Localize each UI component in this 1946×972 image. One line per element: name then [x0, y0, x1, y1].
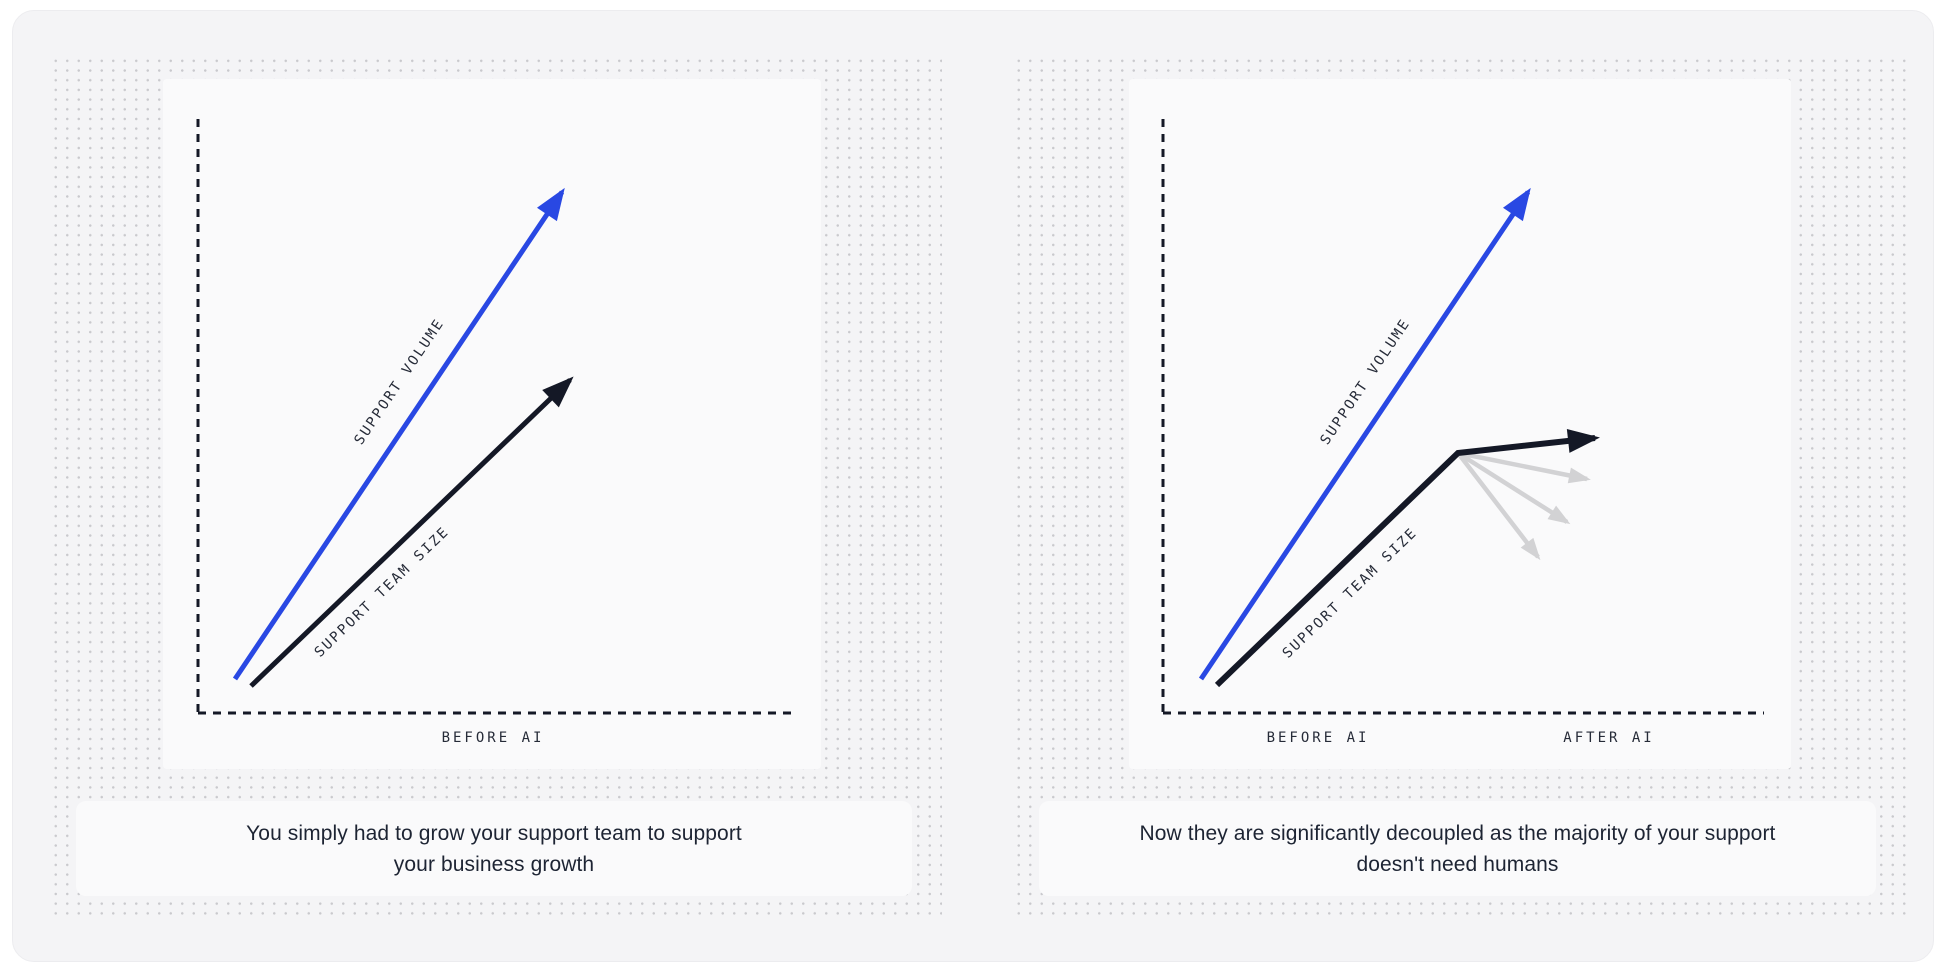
faded-arrow-3 — [1456, 451, 1541, 561]
support-team-size-arrow — [249, 376, 574, 688]
chart-area-before: SUPPORT VOLUME SUPPORT TEAM SIZE BEFORE … — [163, 79, 821, 769]
faded-arrow-1 — [1457, 450, 1591, 484]
support-volume-arrow — [1198, 187, 1531, 681]
support-team-size-label: SUPPORT TEAM SIZE — [312, 524, 453, 661]
caption-line: Now they are significantly decoupled as … — [1139, 821, 1776, 845]
panel-after-ai: SUPPORT VOLUME SUPPORT TEAM SIZE BEFORE … — [1011, 54, 1906, 921]
panel-before-ai: SUPPORT VOLUME SUPPORT TEAM SIZE BEFORE … — [48, 54, 942, 921]
board-background: SUPPORT VOLUME SUPPORT TEAM SIZE BEFORE … — [12, 10, 1934, 962]
support-team-size-arrow-decoupled — [1214, 429, 1600, 688]
before-ai-chart-svg: SUPPORT VOLUME SUPPORT TEAM SIZE — [196, 119, 793, 715]
caption-before: You simply had to grow your support team… — [76, 801, 912, 896]
chart-area-after: SUPPORT VOLUME SUPPORT TEAM SIZE BEFORE … — [1129, 79, 1791, 769]
x-axis-label-after-ai: AFTER AI — [1563, 730, 1655, 746]
x-axis-label-before-ai: BEFORE AI — [441, 730, 545, 746]
caption-line: You simply had to grow your support team… — [246, 821, 742, 845]
caption-line: doesn't need humans — [1356, 852, 1559, 876]
dashed-axes — [196, 119, 793, 715]
x-axis-label-before-ai: BEFORE AI — [1266, 730, 1370, 746]
faded-alternative-arrows — [1456, 450, 1591, 561]
support-volume-arrow — [232, 187, 565, 681]
support-team-size-label: SUPPORT TEAM SIZE — [1280, 525, 1421, 662]
faded-arrow-2 — [1456, 451, 1571, 525]
caption-after: Now they are significantly decoupled as … — [1039, 801, 1876, 896]
caption-line: your business growth — [393, 852, 595, 876]
after-ai-chart-svg: SUPPORT VOLUME SUPPORT TEAM SIZE — [1161, 119, 1764, 715]
dashed-axes — [1161, 119, 1764, 715]
